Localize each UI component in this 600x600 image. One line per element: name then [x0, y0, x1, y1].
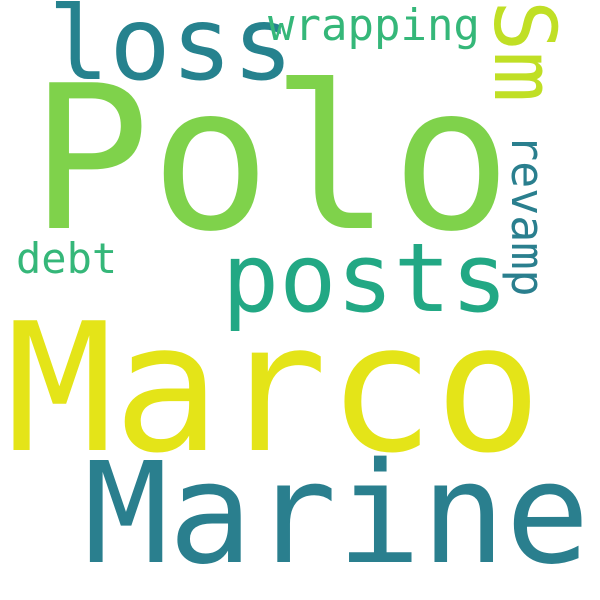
word-polo: Polo — [30, 43, 512, 276]
word-marco: Marco — [6, 285, 542, 492]
word-marine: Marine — [84, 433, 590, 596]
word-loss: loss — [48, 0, 294, 104]
word-revamp: revamp — [501, 134, 554, 297]
word-debt: debt — [16, 234, 118, 283]
word-wrapping: wrapping — [268, 0, 480, 51]
word-sm: Sm — [474, 0, 573, 103]
word-posts: posts — [222, 224, 508, 334]
